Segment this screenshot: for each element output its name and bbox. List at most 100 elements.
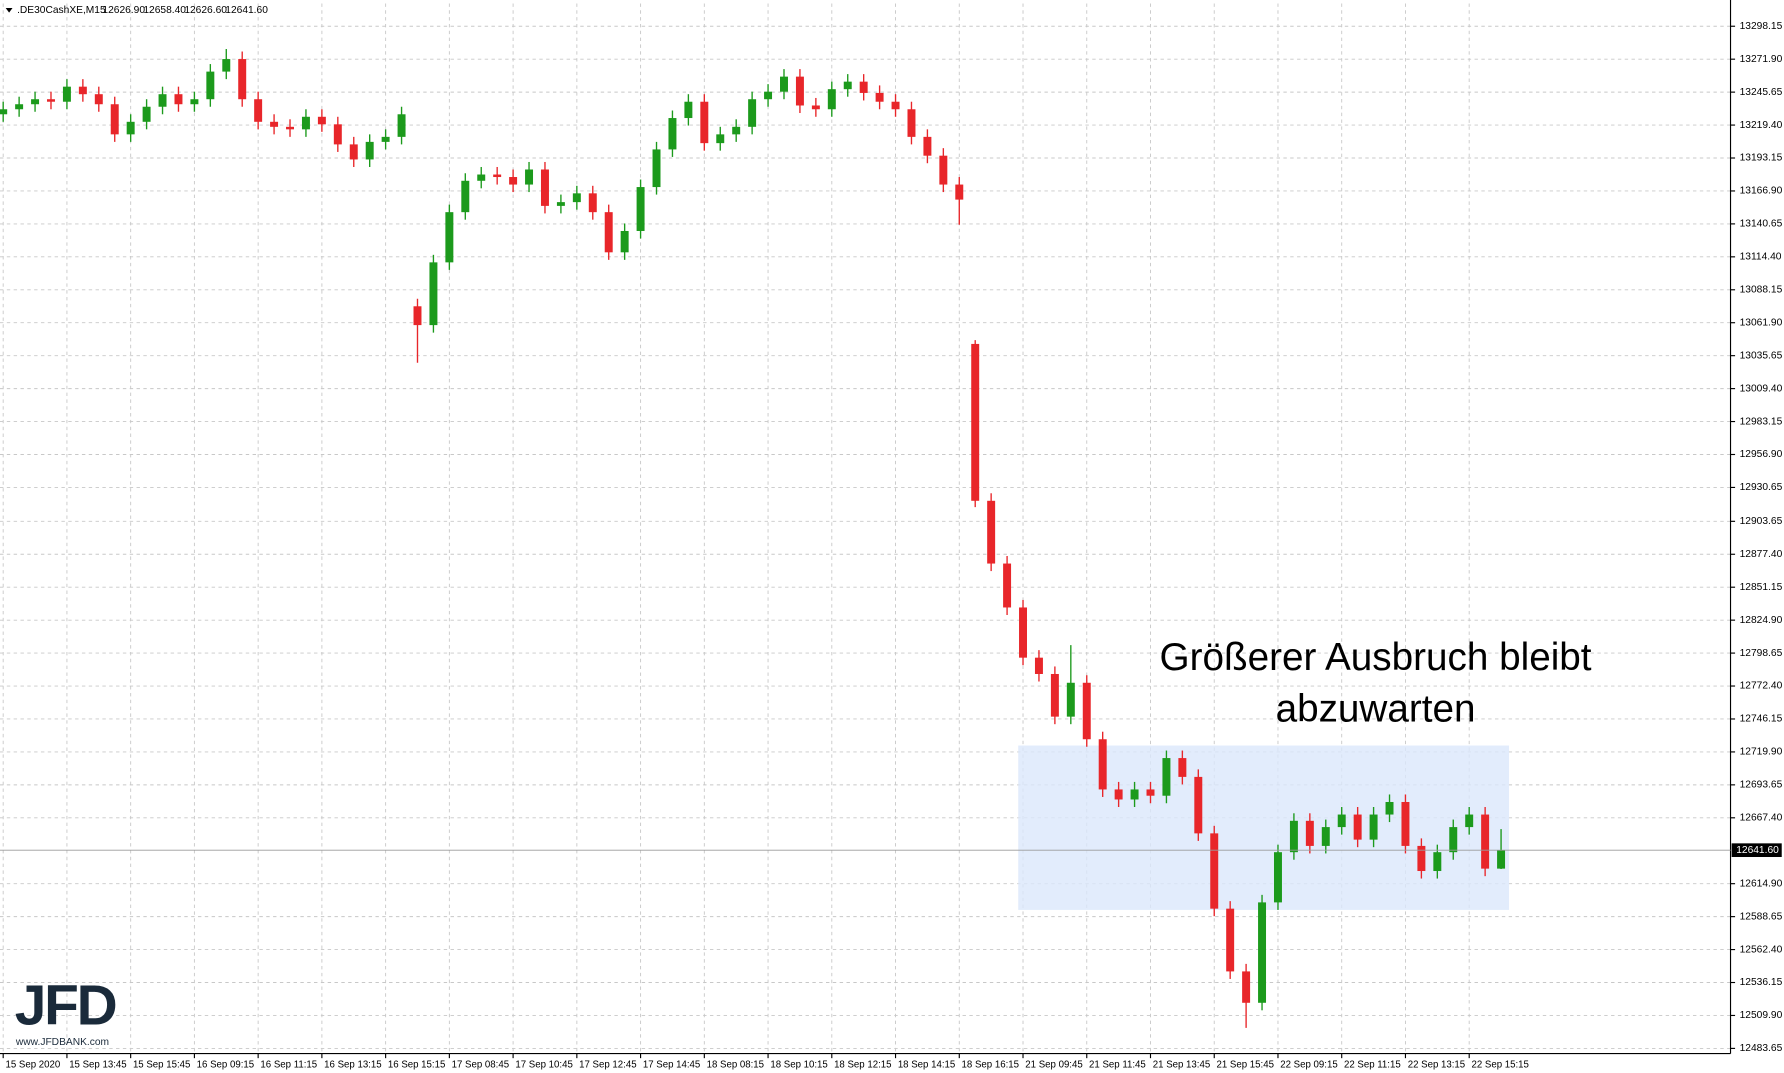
candle-body (1289, 820, 1298, 853)
candle-body (1353, 814, 1362, 840)
symbol: .DE30CashXE,M15 (17, 5, 106, 16)
candle-body (286, 126, 294, 130)
y-tick-label: 13166.90 (1740, 186, 1783, 197)
candle-body (1273, 852, 1282, 903)
x-tick-label: 22 Sep 15:15 (1471, 1060, 1528, 1071)
menu-arrow[interactable] (5, 8, 13, 13)
candle-body (1433, 852, 1442, 872)
candle-body (429, 262, 438, 326)
y-tick-label: 12614.90 (1740, 878, 1783, 889)
candle-body (684, 101, 693, 119)
candle-body (859, 81, 868, 93)
x-tick-label: 22 Sep 11:15 (1344, 1060, 1401, 1071)
y-tick-label: 12956.90 (1740, 449, 1783, 460)
candle-body (1003, 563, 1012, 608)
candle-body (1465, 814, 1474, 828)
x-tick-label: 22 Sep 13:15 (1408, 1060, 1465, 1071)
y-tick-label: 13035.65 (1740, 350, 1783, 361)
candle-body (620, 230, 629, 253)
x-tick-label: 15 Sep 13:45 (69, 1060, 126, 1071)
candle-body (1098, 739, 1107, 790)
candle-body (206, 71, 215, 100)
x-tick-label: 21 Sep 13:45 (1153, 1060, 1210, 1071)
y-tick-label: 12667.40 (1740, 813, 1783, 824)
x-tick-label: 15 Sep 2020 (5, 1060, 60, 1071)
x-tick-label: 17 Sep 10:45 (515, 1060, 572, 1071)
candle-body (939, 155, 948, 185)
candle-body (190, 99, 199, 105)
y-tick-label: 12824.90 (1740, 615, 1783, 626)
y-tick-label: 12772.40 (1740, 681, 1783, 692)
y-tick-label: 13193.15 (1740, 153, 1783, 164)
range-zone (1018, 745, 1510, 910)
y-tick-label: 12983.15 (1740, 416, 1783, 427)
candle-body (1034, 657, 1043, 674)
y-tick-label: 13245.65 (1740, 87, 1783, 98)
candle-body (764, 91, 773, 100)
candle-body (748, 99, 757, 127)
candle-body (811, 105, 820, 110)
candle-body (461, 180, 470, 213)
y-tick-label: 12746.15 (1740, 714, 1783, 725)
candle-body (971, 343, 980, 501)
candle-body (1385, 801, 1394, 815)
candle-body (780, 76, 788, 92)
candle-body (142, 106, 151, 122)
candle-body (1497, 850, 1506, 869)
ohlc-value: 12626.60 (184, 5, 227, 16)
candle-body (1178, 758, 1187, 777)
y-tick-label: 13061.90 (1740, 317, 1783, 328)
candle-body (843, 81, 852, 90)
candle-body (923, 136, 932, 156)
y-tick-label: 12536.15 (1740, 977, 1783, 988)
candle-body (1401, 801, 1410, 846)
candle-body (413, 306, 422, 326)
candle-body (891, 101, 900, 110)
candle-body (397, 114, 406, 137)
y-tick-label: 12509.90 (1740, 1010, 1783, 1021)
y-tick-label: 12562.40 (1740, 944, 1783, 955)
x-tick-label: 22 Sep 09:15 (1280, 1060, 1337, 1071)
logo-url: www.JFDBANK.com (15, 1037, 109, 1048)
x-tick-label: 17 Sep 08:45 (452, 1060, 509, 1071)
y-tick-label: 13114.40 (1740, 252, 1782, 263)
y-tick-label: 12851.15 (1740, 582, 1783, 593)
y-tick-label: 13219.40 (1740, 120, 1783, 131)
candle-body (1481, 814, 1490, 869)
y-tick-label: 13140.65 (1740, 219, 1783, 230)
y-tick-label: 12930.65 (1740, 482, 1783, 493)
candle-body (158, 94, 167, 107)
candle-body (126, 121, 135, 135)
candle-body (381, 136, 390, 142)
x-tick-label: 16 Sep 15:15 (388, 1060, 445, 1071)
candles (0, 49, 1506, 1028)
candle-body (509, 177, 518, 185)
y-tick-label: 13298.15 (1740, 21, 1783, 32)
x-tick-label: 21 Sep 09:45 (1025, 1060, 1082, 1071)
annotation-line: Größerer Ausbruch bleibt (1160, 636, 1592, 679)
grid (0, 3, 1731, 1054)
y-tick-label: 13271.90 (1740, 54, 1783, 65)
ohlc-value: 12658.40 (143, 5, 186, 16)
x-tick-label: 16 Sep 11:15 (260, 1060, 317, 1071)
x-tick-label: 17 Sep 14:45 (643, 1060, 700, 1071)
x-tick-label: 18 Sep 14:15 (898, 1060, 955, 1071)
candle-body (222, 59, 231, 72)
candle-body (1417, 845, 1426, 872)
annotation-line: abzuwarten (1276, 687, 1476, 730)
candle-body (78, 86, 87, 95)
candle-body (1305, 820, 1314, 846)
y-tick-label: 12693.65 (1740, 780, 1783, 791)
candle-body (1337, 814, 1346, 828)
candle-body (1130, 789, 1139, 800)
x-tick-label: 18 Sep 08:15 (707, 1060, 764, 1071)
candle-body (1114, 789, 1123, 800)
candle-body (636, 187, 645, 231)
candle-body (1082, 682, 1091, 740)
candle-body (588, 193, 597, 213)
candle-body (955, 184, 964, 200)
candle-body (1210, 833, 1219, 909)
last-price-label: 12641.60 (1736, 845, 1779, 856)
